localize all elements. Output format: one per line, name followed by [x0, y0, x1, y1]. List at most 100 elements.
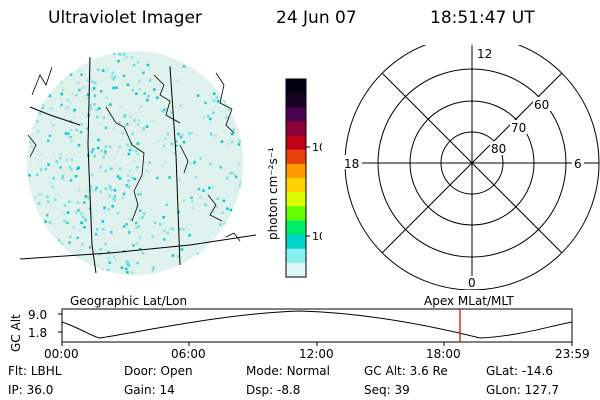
emission-speckle — [94, 81, 97, 85]
emission-speckle — [39, 236, 42, 240]
emission-speckle — [242, 247, 243, 251]
emission-speckle — [188, 234, 191, 237]
emission-speckle — [40, 72, 43, 76]
emission-speckle — [66, 211, 70, 214]
emission-speckle — [215, 77, 218, 80]
emission-speckle — [190, 196, 193, 199]
emission-speckle — [242, 197, 243, 200]
emission-speckle — [39, 93, 43, 96]
emission-speckle — [66, 262, 69, 266]
emission-speckle — [199, 157, 203, 160]
emission-speckle — [110, 231, 113, 234]
info-gain-label: Gain: — [124, 383, 156, 397]
emission-speckle — [208, 186, 211, 190]
emission-speckle — [219, 54, 222, 57]
emission-speckle — [93, 154, 97, 158]
emission-speckle — [189, 162, 192, 165]
emission-speckle — [84, 98, 87, 101]
timeline-xtick-3: 18:00 — [426, 347, 461, 361]
emission-speckle — [38, 112, 42, 115]
emission-speckle — [237, 162, 240, 166]
emission-speckle — [234, 274, 238, 275]
lat-label-70: 70 — [511, 121, 526, 135]
emission-speckle — [104, 126, 108, 130]
emission-speckle — [106, 68, 109, 72]
emission-speckle — [99, 166, 102, 169]
emission-speckle — [118, 121, 121, 125]
emission-speckle — [213, 92, 216, 95]
emission-speckle — [138, 79, 141, 83]
info-dsp: Dsp: -8.8 — [246, 383, 300, 397]
emission-speckle — [129, 115, 133, 118]
emission-speckle — [28, 132, 32, 135]
info-glon-label: GLon: — [486, 383, 521, 397]
emission-speckle — [85, 188, 89, 192]
emission-speckle — [215, 79, 219, 83]
emission-speckle — [118, 145, 122, 149]
emission-speckle — [170, 111, 173, 114]
color-scale-cells — [286, 79, 306, 278]
emission-speckle — [161, 163, 165, 167]
label-bg-70 — [510, 120, 530, 134]
emission-speckle — [75, 211, 79, 214]
emission-speckle — [110, 273, 113, 275]
emission-speckle — [28, 140, 32, 144]
emission-speckle — [160, 275, 163, 278]
emission-speckle — [105, 96, 108, 100]
label-bg-80 — [490, 141, 510, 155]
emission-speckle — [74, 175, 78, 178]
emission-speckle — [128, 231, 131, 234]
emission-speckle — [161, 110, 164, 113]
emission-speckle — [219, 223, 222, 226]
color-scale-cell — [286, 79, 306, 94]
emission-speckle — [41, 106, 44, 110]
emission-speckle — [122, 74, 126, 77]
emission-speckle — [144, 169, 147, 172]
emission-speckle — [48, 221, 52, 224]
emission-speckle — [96, 228, 99, 231]
emission-speckle — [116, 175, 120, 178]
emission-speckle — [104, 145, 108, 148]
emission-speckle — [158, 140, 161, 143]
emission-speckle — [113, 189, 117, 192]
emission-speckle — [230, 171, 234, 175]
emission-speckle — [77, 143, 81, 147]
date-label: 24 Jun 07 — [276, 8, 357, 28]
emission-speckle — [90, 139, 94, 142]
emission-speckle — [131, 132, 134, 136]
info-seq-value: 39 — [394, 383, 410, 397]
emission-speckle — [147, 95, 150, 98]
emission-speckle — [60, 246, 64, 249]
emission-speckle — [66, 134, 70, 138]
emission-speckle — [59, 259, 63, 262]
emission-speckle — [225, 55, 228, 59]
label-bg-6 — [572, 155, 584, 169]
emission-speckle — [72, 115, 76, 118]
emission-speckle — [80, 212, 83, 215]
emission-speckle — [194, 58, 197, 61]
polar-mlt-plot: 12 18 6 0 60 70 80 — [342, 45, 600, 290]
emission-speckle — [91, 173, 94, 177]
emission-speckle — [100, 90, 103, 93]
emission-speckle — [208, 267, 211, 271]
emission-speckle — [138, 216, 141, 220]
emission-speckle — [211, 185, 214, 188]
emission-speckle — [171, 227, 175, 231]
emission-speckle — [234, 76, 237, 79]
emission-speckle — [48, 94, 51, 97]
emission-speckle — [92, 148, 95, 151]
emission-speckle — [64, 106, 67, 109]
mlt-label-12: 12 — [477, 47, 492, 61]
emission-speckle — [143, 92, 146, 95]
emission-speckle — [213, 210, 216, 213]
emission-speckle — [59, 153, 62, 157]
emission-speckle — [216, 100, 220, 103]
emission-speckle — [85, 274, 88, 275]
emission-speckle — [85, 140, 88, 144]
emission-speckle — [51, 267, 54, 271]
emission-speckle — [76, 201, 79, 204]
emission-speckle — [226, 176, 229, 180]
emission-speckle — [191, 207, 195, 210]
emission-speckle — [126, 83, 130, 86]
emission-speckle — [112, 127, 115, 130]
